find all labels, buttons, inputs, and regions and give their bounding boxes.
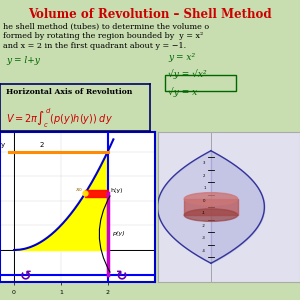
Text: p(y): p(y) xyxy=(112,231,125,236)
Text: -3: -3 xyxy=(202,236,206,240)
Ellipse shape xyxy=(184,209,238,221)
Text: ↻: ↻ xyxy=(116,269,127,283)
Ellipse shape xyxy=(184,193,238,205)
Text: Horizontal Axis of Revolution: Horizontal Axis of Revolution xyxy=(6,88,132,96)
Text: y: y xyxy=(1,142,5,148)
Text: and x = 2 in the first quadrant about y = −1.: and x = 2 in the first quadrant about y … xyxy=(3,42,186,50)
Text: he shell method (tubes) to determine the volume o: he shell method (tubes) to determine the… xyxy=(3,22,209,31)
Text: 0: 0 xyxy=(203,199,206,203)
Text: -4: -4 xyxy=(202,249,206,253)
Text: 2: 2 xyxy=(203,174,206,178)
Text: 2: 2 xyxy=(40,142,44,148)
Text: $V = 2\pi\int_c^d (p(y)h(y))\; dy$: $V = 2\pi\int_c^d (p(y)h(y))\; dy$ xyxy=(6,106,113,130)
Text: √y = x: √y = x xyxy=(168,87,197,97)
Text: ↺: ↺ xyxy=(20,269,32,283)
Text: -1: -1 xyxy=(202,211,206,215)
Text: formed by rotating the region bounded by  y = x²: formed by rotating the region bounded by… xyxy=(3,32,203,40)
Text: 3: 3 xyxy=(203,161,206,165)
Text: $x_0$: $x_0$ xyxy=(75,187,83,194)
Text: y = l+y: y = l+y xyxy=(6,56,40,64)
Bar xyxy=(184,199,238,215)
Text: y = x²: y = x² xyxy=(168,52,195,62)
Text: √y = √x²: √y = √x² xyxy=(168,70,207,79)
Text: -2: -2 xyxy=(202,224,206,228)
Text: Volume of Revolution – Shell Method: Volume of Revolution – Shell Method xyxy=(28,8,272,20)
Text: 1: 1 xyxy=(203,186,206,190)
Text: h(y): h(y) xyxy=(110,188,122,193)
